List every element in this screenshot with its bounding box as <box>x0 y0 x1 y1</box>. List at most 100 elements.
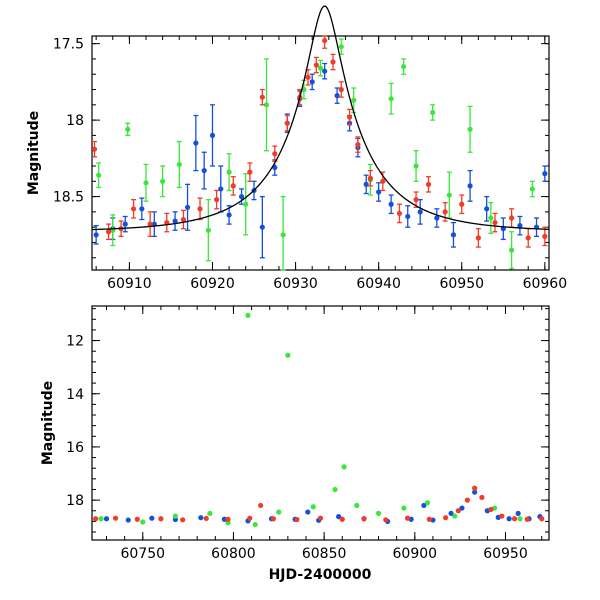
data-point <box>322 68 328 74</box>
data-point <box>351 97 357 103</box>
data-point <box>448 510 454 517</box>
data-point <box>424 500 431 506</box>
data-point <box>404 515 411 521</box>
data-point <box>442 209 448 215</box>
data-point <box>272 151 278 157</box>
data-point <box>252 521 258 528</box>
data-point <box>214 197 220 203</box>
data-point <box>401 505 407 511</box>
data-point <box>218 186 224 192</box>
data-point <box>160 178 166 184</box>
data-point <box>506 516 512 522</box>
data-point <box>180 517 186 523</box>
data-point <box>201 167 207 174</box>
data-point <box>525 235 531 241</box>
data-point <box>380 178 386 184</box>
data-point <box>338 86 344 93</box>
x-tick-label: 60950 <box>483 546 528 562</box>
data-point <box>336 514 342 520</box>
data-point <box>400 63 407 70</box>
data-point <box>305 509 311 515</box>
data-point <box>125 517 131 523</box>
data-point <box>93 516 99 522</box>
data-point <box>106 229 112 235</box>
data-point <box>339 516 345 522</box>
data-point <box>284 120 290 126</box>
data-point <box>488 506 494 513</box>
data-point <box>450 232 457 238</box>
data-point <box>484 206 490 212</box>
data-point <box>197 206 203 212</box>
microlensing-model-curve <box>91 5 550 231</box>
data-point <box>176 161 182 168</box>
data-point <box>475 235 481 241</box>
x-tick-label: 60800 <box>211 546 256 562</box>
data-point <box>263 102 270 108</box>
data-point <box>247 169 253 175</box>
data-point <box>125 126 131 132</box>
data-point <box>309 79 315 85</box>
data-point <box>245 312 251 318</box>
data-point <box>479 494 485 501</box>
data-point <box>134 516 140 522</box>
data-point <box>103 516 110 522</box>
data-point <box>341 464 347 470</box>
data-point <box>172 218 178 224</box>
data-point <box>280 232 286 238</box>
data-point <box>180 216 186 223</box>
x-tick-label: 60940 <box>356 276 401 292</box>
data-point <box>509 215 515 221</box>
data-point <box>139 206 145 212</box>
data-point <box>509 247 515 253</box>
data-point <box>529 186 535 192</box>
x-tick-label: 60910 <box>107 276 152 292</box>
data-point <box>388 201 394 207</box>
x-tick-label: 60930 <box>273 276 318 292</box>
data-point <box>499 513 505 519</box>
blue-series <box>93 62 548 259</box>
data-point <box>376 189 382 195</box>
data-point <box>98 516 104 522</box>
y-tick-label: 18.5 <box>53 190 84 206</box>
data-point <box>230 183 236 189</box>
data-point <box>310 504 316 510</box>
top-tick-labels: 60910 60920 60930 60940 60950 60960 17.5 18 18.5 <box>53 37 567 292</box>
top-data-series <box>91 35 548 271</box>
data-point <box>539 516 545 522</box>
data-point <box>467 183 473 189</box>
data-point <box>209 132 216 139</box>
y-tick-label: 18 <box>66 493 84 509</box>
data-point <box>396 210 403 217</box>
data-point <box>367 175 373 181</box>
x-tick-label: 60960 <box>523 276 568 292</box>
data-point <box>313 62 319 68</box>
zoomed-lightcurve-panel: 60910 60920 60930 60940 60950 60960 17.5 18 18.5… <box>26 5 567 292</box>
data-point <box>421 502 427 509</box>
data-point <box>430 109 436 116</box>
red-series <box>93 485 545 523</box>
x-tick-label: 60900 <box>393 546 438 562</box>
data-point <box>375 510 382 517</box>
data-point <box>334 93 340 99</box>
data-point <box>338 44 344 50</box>
bottom-x-axis-label: HJD-2400000 <box>269 567 372 583</box>
data-point <box>405 213 411 220</box>
data-point <box>93 232 99 238</box>
data-point <box>225 516 231 522</box>
data-point <box>243 201 249 207</box>
y-tick-label: 17.5 <box>53 37 84 53</box>
data-point <box>259 224 265 230</box>
data-point <box>198 515 204 521</box>
data-point <box>322 37 328 44</box>
data-point <box>426 516 432 522</box>
data-point <box>511 516 518 522</box>
data-point <box>207 510 213 517</box>
red-series <box>91 35 548 248</box>
top-axis-ticks <box>92 36 549 270</box>
data-point <box>143 180 149 186</box>
x-tick-label: 60750 <box>121 546 166 562</box>
y-tick-label: 18 <box>66 113 84 129</box>
data-point <box>285 352 291 358</box>
data-point <box>455 508 461 514</box>
blue-series <box>103 489 543 524</box>
